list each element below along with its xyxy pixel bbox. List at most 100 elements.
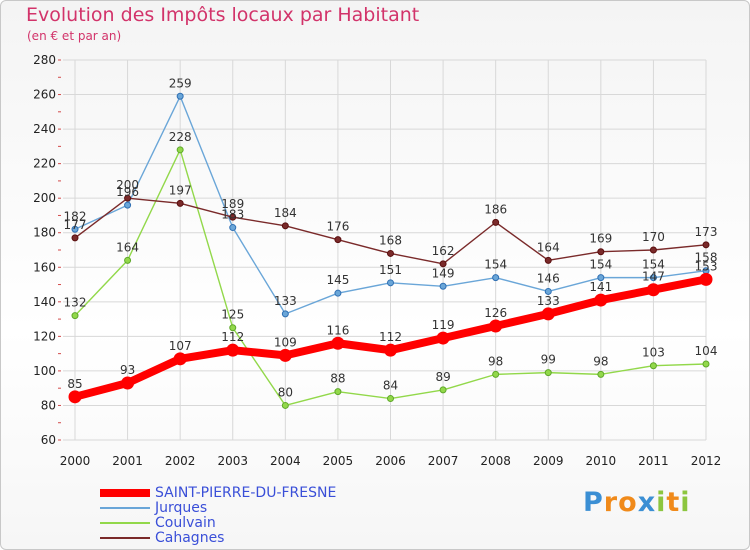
data-label: 126 — [484, 306, 507, 320]
y-tick-label: 180 — [33, 226, 56, 240]
x-tick-label: 2003 — [217, 454, 248, 468]
data-point — [331, 336, 345, 350]
data-point — [124, 256, 132, 264]
data-label: 170 — [642, 230, 665, 244]
data-label: 184 — [274, 206, 297, 220]
data-point — [439, 386, 447, 394]
data-point — [387, 279, 394, 287]
y-tick-label: 260 — [33, 88, 56, 102]
data-point — [702, 360, 710, 368]
data-label: 162 — [432, 244, 455, 258]
y-tick-label: 280 — [33, 53, 56, 67]
logo-letter: r — [603, 487, 619, 518]
data-label: 103 — [642, 346, 665, 360]
data-label: 196 — [116, 185, 139, 199]
data-point — [649, 274, 657, 282]
data-label: 164 — [116, 240, 139, 254]
data-point — [541, 307, 555, 321]
data-label: 132 — [64, 296, 87, 310]
data-point — [544, 369, 552, 377]
logo-letter: i — [656, 487, 667, 518]
data-point — [702, 241, 710, 249]
data-point — [281, 222, 289, 230]
legend-swatch — [100, 537, 150, 539]
data-point — [278, 348, 292, 362]
data-label: 153 — [695, 259, 718, 273]
data-label: 104 — [695, 344, 718, 358]
logo-letter: x — [637, 487, 657, 518]
data-label: 189 — [221, 197, 244, 211]
data-label: 80 — [278, 385, 293, 399]
data-point — [176, 92, 184, 100]
data-point — [384, 343, 397, 357]
data-label: 89 — [435, 370, 450, 384]
data-point — [489, 319, 503, 333]
data-point — [646, 283, 660, 297]
data-label: 183 — [221, 208, 244, 222]
x-tick-label: 2012 — [691, 454, 722, 468]
legend-label: Cahagnes — [155, 530, 225, 546]
x-tick-label: 2005 — [323, 454, 354, 468]
y-tick-label: 200 — [33, 191, 56, 205]
data-point — [121, 376, 135, 390]
data-label: 147 — [642, 270, 665, 284]
data-label: 186 — [484, 202, 507, 216]
data-point — [544, 287, 552, 295]
data-point — [71, 225, 79, 233]
data-point — [229, 324, 237, 332]
data-point — [71, 234, 79, 242]
data-label: 85 — [67, 377, 82, 391]
x-tick-label: 2002 — [165, 454, 196, 468]
data-point — [387, 249, 394, 257]
data-label: 176 — [326, 220, 349, 234]
data-point — [436, 331, 450, 345]
data-point — [229, 213, 237, 221]
data-point — [387, 395, 394, 403]
data-label: 182 — [64, 209, 87, 223]
data-label: 146 — [537, 271, 560, 285]
legend-label: Coulvain — [155, 515, 216, 531]
data-label: 177 — [64, 218, 87, 232]
y-tick-label: 220 — [33, 157, 56, 171]
data-point — [334, 236, 342, 244]
data-label: 107 — [169, 339, 192, 353]
data-label: 109 — [274, 335, 297, 349]
data-label: 151 — [379, 263, 402, 277]
data-point — [492, 274, 500, 282]
data-label: 112 — [221, 330, 244, 344]
chart-subtitle: (en € et par an) — [27, 29, 122, 43]
data-label: 133 — [537, 294, 560, 308]
data-label: 169 — [589, 232, 612, 246]
x-tick-label: 2010 — [586, 454, 617, 468]
data-point — [649, 362, 657, 370]
data-point — [439, 282, 447, 290]
x-tick-label: 2009 — [533, 454, 564, 468]
data-point — [124, 194, 132, 202]
data-label: 99 — [541, 353, 556, 367]
data-point — [173, 352, 187, 366]
data-label: 112 — [379, 330, 402, 344]
logo-letter: i — [680, 487, 691, 518]
logo-letter: P — [583, 487, 604, 518]
data-label: 200 — [116, 178, 139, 192]
data-label: 228 — [169, 130, 192, 144]
data-point — [544, 256, 552, 264]
data-label: 145 — [326, 273, 349, 287]
proxiti-logo: Proxiti — [583, 487, 691, 518]
data-label: 259 — [169, 76, 192, 90]
x-tick-label: 2004 — [270, 454, 301, 468]
data-label: 133 — [274, 294, 297, 308]
data-point — [492, 370, 500, 378]
chart-title: Evolution des Impôts locaux par Habitant — [26, 4, 420, 26]
data-label: 158 — [695, 251, 718, 265]
legend-swatch — [100, 489, 150, 497]
data-label: 125 — [221, 308, 244, 322]
data-point — [597, 248, 605, 256]
data-point — [229, 224, 237, 232]
data-point — [71, 312, 79, 320]
legend-swatch — [100, 522, 150, 524]
data-label: 173 — [695, 225, 718, 239]
data-point — [281, 401, 289, 409]
